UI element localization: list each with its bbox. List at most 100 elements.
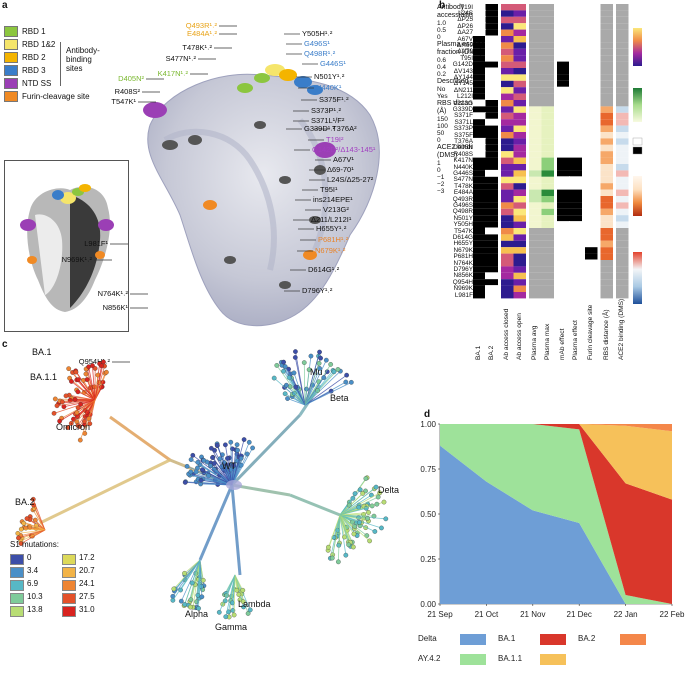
heatmap-cell — [473, 42, 486, 49]
rbs-colorbar — [633, 176, 642, 216]
heatmap-row-label: T547K — [454, 227, 473, 235]
heatmap-row-label: N764K — [453, 259, 473, 267]
tree-tip — [54, 403, 60, 409]
clade-label: Delta — [378, 485, 399, 495]
heatmap-cell — [569, 86, 583, 95]
legend-swatch — [4, 26, 18, 37]
clade-label: BA.1.1 — [30, 372, 57, 382]
heatmap-cell — [616, 247, 629, 254]
tree-tip — [188, 457, 194, 462]
legend-swatch — [10, 593, 24, 604]
tree-branch — [224, 444, 233, 486]
heatmap-cell — [501, 29, 514, 36]
heatmap-cell — [616, 170, 629, 177]
heatmap-cell — [616, 112, 629, 120]
tree-branch — [88, 366, 96, 401]
heatmap-cell — [541, 132, 554, 139]
tree-tip — [210, 455, 215, 460]
heatmap-cell — [541, 74, 554, 81]
legend-item: NTD SS — [4, 78, 51, 89]
tree-tip — [235, 447, 240, 453]
phylogenetic-tree: BA.1 BA.1.1 Omicron BA.2 WT Mu Beta Delta Alpha L… — [15, 347, 399, 632]
tree-tip — [16, 535, 21, 541]
heatmap-cell — [541, 23, 554, 30]
heatmap-cell — [569, 253, 583, 261]
tree-tip — [241, 604, 246, 610]
heatmap-cell — [600, 151, 613, 158]
heatmap-cell — [569, 22, 583, 31]
heatmap-cell — [473, 183, 486, 190]
heatmap-cell — [584, 163, 598, 171]
heatmap-cell — [584, 195, 598, 203]
tree-tip — [247, 607, 253, 613]
x-tick-label: 21 Nov — [520, 610, 545, 619]
tree-branch — [197, 559, 201, 596]
heatmap-cell — [485, 227, 499, 235]
heatmap-cell — [513, 234, 526, 241]
legend-value: 3.4 — [27, 566, 39, 575]
heatmap-cell — [485, 10, 498, 17]
heatmap-cell — [472, 144, 486, 152]
heatmap-cell — [569, 137, 583, 146]
heatmap-row-label: S371L — [454, 118, 473, 126]
heatmap-cell — [556, 118, 570, 127]
legend-swatch — [4, 52, 18, 63]
heatmap-cell — [529, 266, 542, 273]
heatmap-cell — [600, 68, 613, 75]
tree-tip — [195, 459, 201, 465]
tree-branch — [304, 371, 335, 406]
tree-tip — [196, 605, 201, 611]
legend-value: 0 — [27, 553, 32, 562]
heatmap-cell — [616, 68, 629, 75]
heatmap-cell — [556, 112, 570, 120]
mutation-label: T478K¹˒² — [182, 43, 212, 52]
heatmap-column-label: Plasma avg — [531, 325, 538, 361]
heatmap-cell — [485, 221, 498, 228]
heatmap-cell — [485, 176, 498, 184]
mutation-heatmap: T19I L24S ΔP25 ΔP26 ΔA27 A67V ΔH69 ΔV70 T95I G142… — [437, 3, 685, 360]
heatmap-cell — [473, 247, 486, 254]
tree-tip — [83, 371, 89, 377]
heatmap-cell — [584, 227, 598, 235]
heatmap-cell — [569, 240, 583, 248]
heatmap-cell — [616, 260, 629, 267]
heatmap-cell — [556, 278, 570, 287]
heatmap-cell — [541, 151, 554, 158]
heatmap-cell — [501, 55, 514, 62]
heatmap-cell — [501, 253, 514, 260]
tree-tip — [75, 389, 81, 395]
heatmap-cell — [584, 73, 598, 82]
clade-label: WT — [222, 461, 236, 471]
heatmap-cell — [513, 10, 526, 17]
legend-label: RBD 1&2 — [22, 40, 56, 49]
heatmap-cell — [556, 291, 570, 299]
heatmap-cell — [529, 164, 542, 171]
tree-tip — [15, 531, 21, 536]
heatmap-cell — [485, 132, 498, 139]
heatmap-row-label: T19I — [460, 3, 473, 11]
heatmap-cell — [556, 144, 570, 152]
legend-value: 24.1 — [79, 579, 95, 588]
tree-tip — [323, 357, 329, 363]
heatmap-cell — [556, 22, 570, 31]
heatmap-cell — [529, 215, 542, 222]
tree-tip — [352, 491, 358, 496]
tree-branch — [304, 359, 327, 406]
tree-tip — [59, 399, 65, 405]
heatmap-cell — [501, 106, 514, 113]
heatmap-cell — [472, 137, 486, 146]
tree-branch — [339, 514, 360, 523]
heatmap-cell — [600, 55, 613, 62]
area-series-ay-4-2 — [440, 424, 672, 604]
heatmap-cell — [569, 9, 583, 18]
heatmap-cell — [557, 215, 570, 222]
heatmap-cell — [473, 48, 486, 56]
heatmap-cell — [485, 279, 498, 286]
heatmap-cell — [600, 272, 613, 280]
heatmap-cell — [569, 265, 583, 274]
heatmap-row-label: G446S — [453, 169, 473, 177]
tree-branch — [75, 399, 96, 401]
tree-tip — [75, 423, 81, 428]
tree-branch — [286, 384, 306, 406]
tree-trunk-branch — [231, 483, 291, 497]
